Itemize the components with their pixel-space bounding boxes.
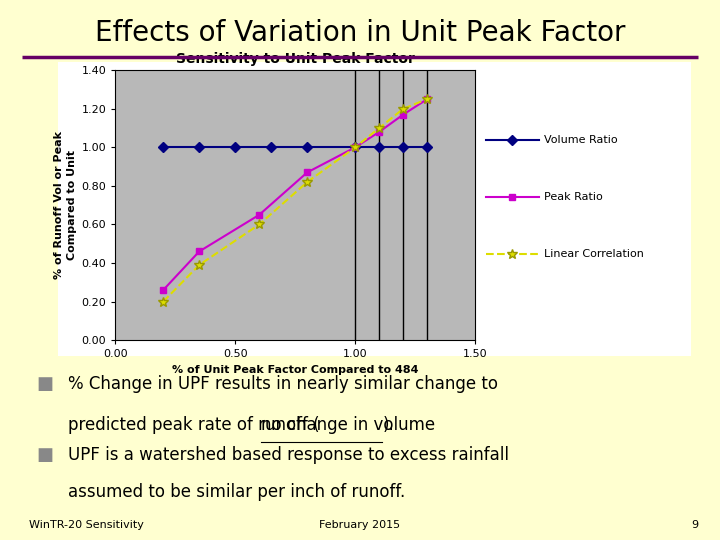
Volume Ratio xyxy=(351,144,359,151)
Volume Ratio xyxy=(423,144,431,151)
Linear Correlation xyxy=(351,144,359,151)
Peak Ratio xyxy=(195,248,204,255)
Text: Linear Correlation: Linear Correlation xyxy=(544,249,644,259)
Text: predicted peak rate of runoff (: predicted peak rate of runoff ( xyxy=(68,416,320,434)
Text: ).: ). xyxy=(382,416,394,434)
Title: Sensitivity to Unit Peak Factor: Sensitivity to Unit Peak Factor xyxy=(176,52,415,66)
Peak Ratio xyxy=(375,129,384,135)
Volume Ratio xyxy=(267,144,276,151)
Volume Ratio xyxy=(195,144,204,151)
Peak Ratio xyxy=(255,212,264,218)
Text: UPF is a watershed based response to excess rainfall: UPF is a watershed based response to exc… xyxy=(68,446,510,463)
Text: assumed to be similar per inch of runoff.: assumed to be similar per inch of runoff… xyxy=(68,483,405,501)
Text: February 2015: February 2015 xyxy=(320,520,400,530)
X-axis label: % of Unit Peak Factor Compared to 484: % of Unit Peak Factor Compared to 484 xyxy=(172,365,418,375)
Volume Ratio xyxy=(399,144,408,151)
Linear Correlation xyxy=(255,221,264,228)
Text: WinTR-20 Sensitivity: WinTR-20 Sensitivity xyxy=(29,520,144,530)
Volume Ratio xyxy=(231,144,240,151)
Text: Volume Ratio: Volume Ratio xyxy=(544,136,618,145)
Y-axis label: % of Runoff Vol or Peak
Compared to Unit: % of Runoff Vol or Peak Compared to Unit xyxy=(54,131,77,279)
Line: Peak Ratio: Peak Ratio xyxy=(160,96,431,294)
Text: % Change in UPF results in nearly similar change to: % Change in UPF results in nearly simila… xyxy=(68,375,498,393)
Line: Linear Correlation: Linear Correlation xyxy=(158,94,432,307)
Peak Ratio xyxy=(159,287,168,293)
Text: 9: 9 xyxy=(691,520,698,530)
Linear Correlation xyxy=(375,125,384,131)
Text: Effects of Variation in Unit Peak Factor: Effects of Variation in Unit Peak Factor xyxy=(95,19,625,47)
Peak Ratio xyxy=(303,169,312,176)
Text: ■: ■ xyxy=(36,446,53,463)
Linear Correlation xyxy=(399,105,408,112)
Text: no change in volume: no change in volume xyxy=(261,416,436,434)
Peak Ratio xyxy=(351,144,359,151)
Volume Ratio xyxy=(375,144,384,151)
Line: Volume Ratio: Volume Ratio xyxy=(160,144,431,151)
Text: Peak Ratio: Peak Ratio xyxy=(544,192,603,202)
Text: ■: ■ xyxy=(36,375,53,393)
Linear Correlation xyxy=(195,262,204,268)
Volume Ratio xyxy=(303,144,312,151)
Linear Correlation xyxy=(303,179,312,185)
Linear Correlation xyxy=(159,299,168,305)
Volume Ratio xyxy=(159,144,168,151)
Peak Ratio xyxy=(399,111,408,118)
Peak Ratio xyxy=(423,96,431,103)
Linear Correlation xyxy=(423,96,431,103)
